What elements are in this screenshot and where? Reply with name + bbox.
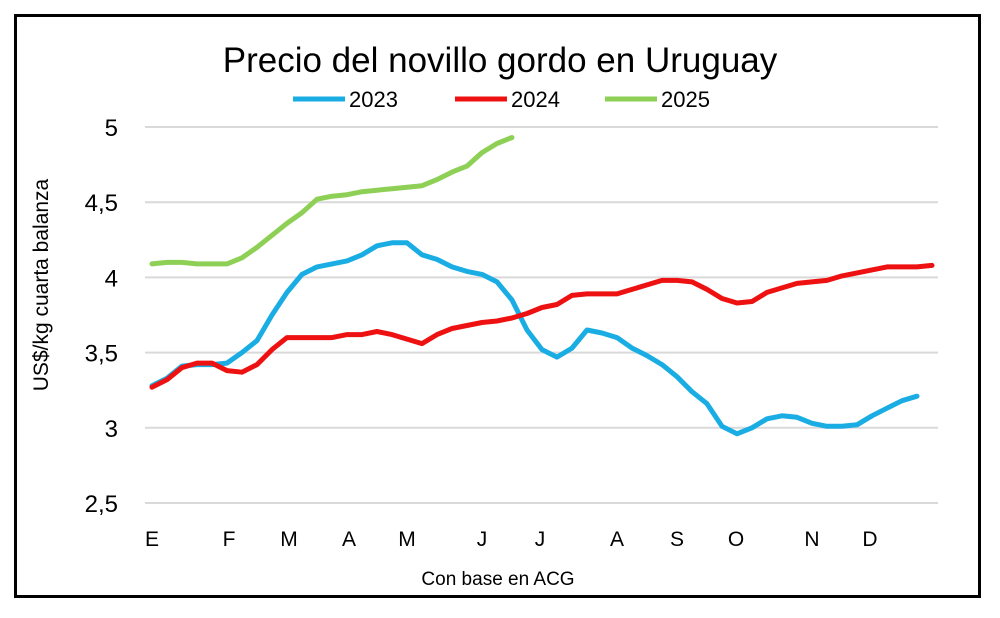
x-tick-label: A — [342, 528, 356, 551]
legend-label: 2024 — [511, 87, 560, 112]
chart-title: Precio del novillo gordo en Uruguay — [223, 41, 778, 80]
x-tick-label: F — [223, 528, 236, 551]
x-tick-label: S — [670, 528, 684, 551]
x-tick-label: D — [862, 528, 877, 551]
x-tick-label: J — [477, 528, 488, 551]
x-tick-label: M — [280, 528, 298, 551]
y-tick-label: 3 — [105, 416, 118, 443]
legend-label: 2025 — [661, 87, 710, 112]
series-lines — [149, 135, 935, 437]
x-tick-label: O — [728, 528, 744, 551]
series-line-2024 — [149, 262, 935, 390]
x-tick-label: E — [145, 528, 159, 551]
y-tick-label: 2,5 — [85, 491, 118, 518]
y-tick-label: 4,5 — [85, 190, 118, 217]
y-tick-label: 3,5 — [85, 341, 118, 368]
y-tick-label: 4 — [105, 265, 118, 292]
legend: 2023 2024 2025 — [293, 87, 710, 112]
x-tick-label: A — [610, 528, 624, 551]
gridlines — [145, 126, 938, 504]
chart-frame — [14, 14, 981, 598]
x-axis-label: Con base en ACG — [421, 569, 574, 590]
series-line-2025 — [149, 135, 515, 267]
y-tick-label: 5 — [105, 115, 118, 142]
legend-label: 2023 — [349, 87, 398, 112]
x-tick-label: M — [398, 528, 416, 551]
series-line-2023 — [149, 240, 920, 437]
y-axis-ticks: 2,5 3 3,5 4 4,5 5 — [85, 115, 118, 518]
x-tick-label: N — [804, 528, 819, 551]
y-axis-label: US$/kg cuarta balanza — [30, 178, 53, 391]
x-tick-label: J — [535, 528, 546, 551]
